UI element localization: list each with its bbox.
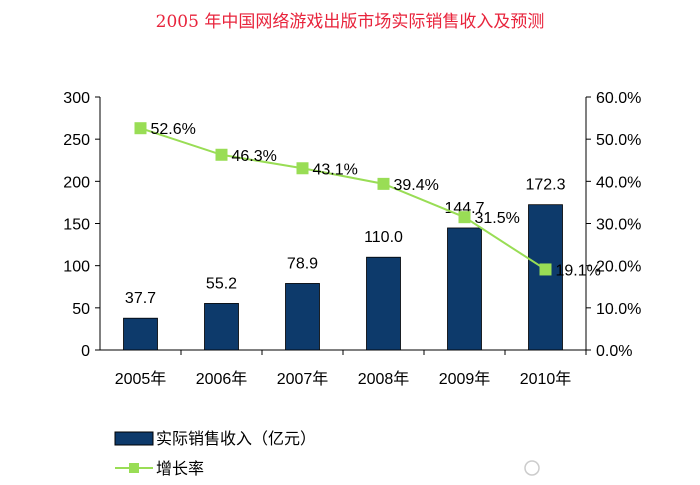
y-right-tick-label: 30.0% (596, 217, 641, 234)
y-right-tick-label: 40.0% (596, 174, 641, 191)
growth-marker (296, 162, 309, 175)
x-tick-label: 2008年 (358, 370, 410, 388)
line-data-label: 39.4% (394, 177, 439, 194)
line-data-label: 46.3% (232, 148, 277, 165)
bar-data-label: 172.3 (525, 177, 565, 194)
line-data-label: 52.6% (151, 121, 196, 138)
y-right-tick-label: 0.0% (596, 343, 632, 360)
y-left-tick-label: 150 (63, 217, 90, 234)
line-data-label: 19.1% (556, 262, 601, 279)
line-data-label: 31.5% (475, 210, 520, 227)
bar-data-label: 55.2 (206, 275, 237, 292)
growth-marker (377, 177, 390, 190)
y-left-tick-label: 200 (63, 174, 90, 191)
growth-line (140, 127, 547, 271)
bar (528, 204, 563, 351)
bar-data-label: 37.7 (125, 290, 156, 307)
weibo-logo-icon (524, 460, 540, 476)
bar-data-label: 78.9 (287, 255, 318, 272)
chart-title: 2005 年中国网络游戏出版市场实际销售收入及预测 (156, 12, 545, 32)
x-tick-label: 2007年 (277, 370, 329, 388)
y-left-tick-label: 0 (81, 343, 90, 360)
bar (123, 317, 158, 351)
growth-marker (458, 211, 471, 224)
bar (366, 256, 401, 351)
legend-label-line: 增长率 (156, 459, 204, 478)
legend-label-bar: 实际销售收入（亿元） (156, 429, 316, 448)
bar (447, 227, 482, 351)
x-tick-label: 2010年 (520, 370, 572, 388)
bar-data-label: 110.0 (364, 229, 403, 246)
y-left-tick-label: 250 (63, 132, 90, 149)
legend: 实际销售收入（亿元） 增长率 (114, 429, 316, 478)
y-right-tick-label: 50.0% (596, 132, 641, 149)
bar (204, 303, 239, 351)
legend-swatch-bar (114, 431, 154, 446)
y-left-tick-label: 300 (63, 90, 90, 107)
x-tick-label: 2009年 (439, 370, 491, 388)
y-left-tick-label: 50 (72, 301, 90, 318)
legend-marker (129, 463, 139, 473)
x-tick-label: 2005年 (115, 370, 167, 388)
y-right-tick-label: 60.0% (596, 90, 641, 107)
y-right-tick-label: 10.0% (596, 301, 641, 318)
bar (285, 283, 320, 351)
y-right-tick-label: 20.0% (596, 259, 641, 276)
growth-marker (134, 122, 147, 135)
y-left-tick-label: 100 (63, 259, 90, 276)
growth-marker (539, 263, 552, 276)
growth-marker (215, 148, 228, 161)
line-data-label: 43.1% (313, 161, 358, 178)
x-tick-label: 2006年 (196, 370, 248, 388)
watermark (524, 460, 540, 476)
